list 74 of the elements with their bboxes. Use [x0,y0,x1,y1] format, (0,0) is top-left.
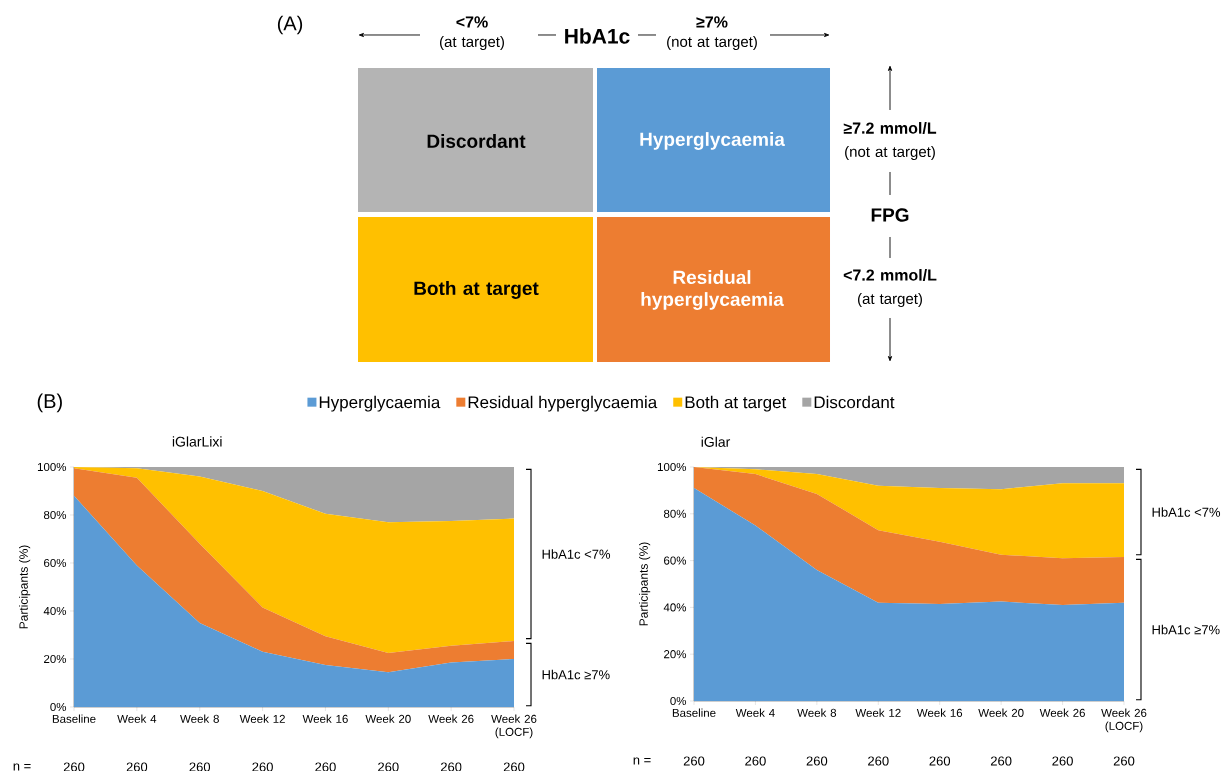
x-tick-label: Week 26 [428,714,474,723]
y-tick-label: 100% [657,462,687,472]
text: ≥7.2 mmol/L [843,122,937,134]
legend-label: Discordant [814,395,895,409]
text: 260 [929,756,951,766]
text: <7% [456,16,488,28]
text: (at target) [858,293,922,307]
x-tick-label: Week 20 [365,714,411,723]
text: 260 [315,762,336,771]
x-tick-label: Week 16 [916,708,963,717]
x-tick-label: Week 12 [855,708,901,717]
x-tick-label: Week 20 [978,708,1024,717]
text: Residual hyperglycaemia [641,270,784,310]
text: Hyperglycaemia [640,132,785,150]
text: n = [633,757,651,765]
y-tick-label: 60% [44,558,67,568]
x-tick-label: Baseline [672,708,716,717]
x-tick-label: Week 8 [180,714,219,723]
text: 260 [1052,756,1073,766]
text: 260 [990,756,1012,766]
y-tick-label: 100% [37,462,67,472]
y-tick-label: 80% [663,509,687,518]
y-axis-title: Participants (%) [19,545,31,629]
y-axis-title: Participants (%) [639,542,651,626]
text: HbA1c ≥7% [1152,624,1220,635]
text: 260 [378,762,399,771]
text: 260 [126,762,148,771]
text: (at target) [440,36,504,50]
y-tick-label: 40% [43,606,67,616]
text: 260 [252,762,273,771]
y-tick-label: 0% [670,696,687,706]
text: 260 [1113,756,1135,766]
y-tick-label: 60% [664,556,687,565]
y-tick-label: 20% [664,650,687,659]
y-tick-label: 40% [663,603,687,612]
text: (not at target) [845,146,935,160]
legend-label: Both at target [685,395,787,412]
text: HbA1c [565,28,630,44]
text: HbA1c ≥7% [542,669,610,680]
text: 260 [868,756,889,766]
text: n = [13,763,31,771]
x-tick-label: Week 8 [797,708,837,717]
x-tick-label: Week 12 [239,714,285,723]
x-tick-label: Week 4 [735,708,775,717]
x-tick-label: Week 26 (LOCF) [1101,708,1147,733]
chart-title: iGlarLixi [172,436,222,447]
legend-label: Residual hyperglycaemia [468,395,658,412]
text: FPG [871,208,909,222]
x-tick-label: Week 26 (LOCF) [491,714,537,739]
text: (A) [277,15,303,35]
text: HbA1c <7% [1152,507,1221,517]
text: (B) [37,393,62,413]
text: HbA1c <7% [542,549,611,559]
x-tick-label: Week 4 [117,714,157,723]
x-tick-label: Baseline [52,714,96,723]
text: 260 [63,762,85,771]
x-tick-label: Week 16 [302,714,348,723]
text: 260 [503,762,525,771]
text: (not at target) [667,36,757,50]
text: 260 [806,756,828,766]
text: ≥7% [696,16,728,28]
text: 260 [440,762,462,771]
y-tick-label: 0% [50,702,67,712]
text: 260 [745,756,766,766]
x-tick-label: Week 26 [1039,708,1085,717]
y-tick-label: 80% [43,510,67,520]
text: <7.2 mmol/L [843,269,937,281]
chart-title: iGlar [701,436,731,447]
text: Discordant [427,134,526,148]
y-tick-label: 20% [44,654,67,664]
text: Both at target [414,281,539,299]
legend-label: Hyperglycaemia [319,395,441,412]
text: 260 [189,762,211,771]
text: 260 [683,756,705,766]
